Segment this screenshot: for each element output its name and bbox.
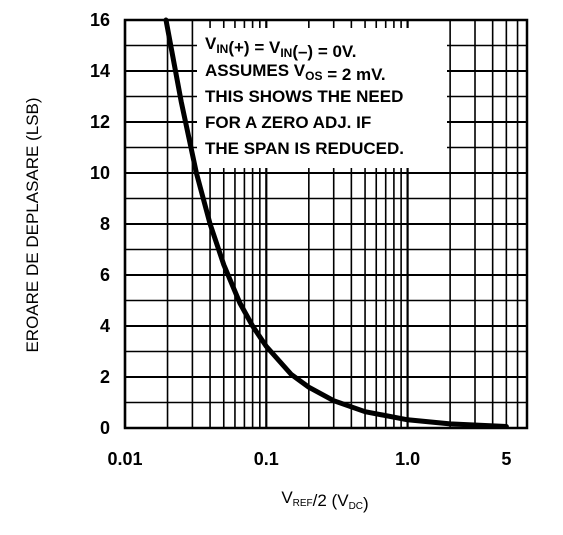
annotation-text: V	[205, 34, 217, 53]
annotation-background	[197, 28, 447, 168]
y-tick-label: 0	[100, 418, 110, 438]
y-axis-label: EROARE DE DEPLASARE (LSB)	[23, 97, 42, 352]
y-tick-label: 14	[90, 61, 110, 81]
annotation-subscript: IN	[280, 46, 292, 60]
annotation-text: FOR A ZERO ADJ. IF	[205, 113, 371, 132]
x-tick-labels: 0.01 0.1 1.0 5	[107, 449, 511, 469]
y-tick-label: 8	[100, 214, 110, 234]
annotation: VIN(+) = VIN(–) = 0V.ASSUMES VOS = 2 mV.…	[205, 34, 404, 158]
x-tick-label: 1.0	[395, 449, 420, 469]
x-axis-label-subscript: DC	[349, 501, 363, 512]
annotation-line: ASSUMES VOS = 2 mV.	[205, 61, 386, 84]
annotation-text: THIS SHOWS THE NEED	[205, 87, 403, 106]
series-layer	[163, 17, 509, 429]
x-axis-label-part: V	[281, 488, 293, 507]
annotation-line: THE SPAN IS REDUCED.	[205, 139, 404, 158]
annotation-line: VIN(+) = VIN(–) = 0V.	[205, 34, 356, 61]
x-tick-label: 0.1	[254, 449, 279, 469]
annotation-text: = 2 mV.	[322, 65, 385, 84]
y-tick-label: 2	[100, 367, 110, 387]
x-tick-label: 5	[501, 449, 511, 469]
annotation-line: THIS SHOWS THE NEED	[205, 87, 403, 106]
plot-border	[123, 18, 529, 430]
annotation-line: FOR A ZERO ADJ. IF	[205, 113, 371, 132]
y-tick-label: 4	[100, 316, 110, 336]
y-tick-label: 10	[90, 163, 110, 183]
x-axis-label-subscript: REF	[293, 498, 313, 509]
x-axis-label-part: /2 (V	[313, 491, 350, 510]
y-tick-labels: 0 2 4 6 8 10 12 14 16	[90, 10, 110, 438]
y-tick-label: 16	[90, 10, 110, 30]
annotation-subscript: OS	[305, 69, 322, 83]
x-axis-label: VREF/2 (VDC)	[281, 488, 368, 513]
plot-frame	[123, 18, 529, 430]
annotation-text: ASSUMES V	[205, 61, 306, 80]
annotation-text: (+) = V	[228, 38, 281, 57]
annotation-subscript: IN	[216, 42, 228, 56]
annotation-text: (–) = 0V.	[292, 42, 356, 61]
x-axis-label-part: )	[363, 494, 369, 513]
y-tick-label: 12	[90, 112, 110, 132]
y-tick-label: 6	[100, 265, 110, 285]
x-tick-label: 0.01	[107, 449, 142, 469]
annotation-text: THE SPAN IS REDUCED.	[205, 139, 404, 158]
